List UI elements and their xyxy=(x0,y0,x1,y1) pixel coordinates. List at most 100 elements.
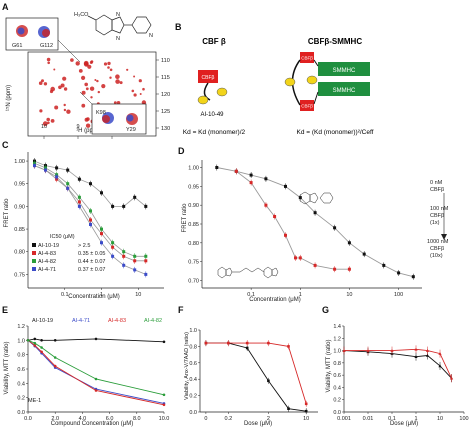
e-point-AI-4-82 xyxy=(53,356,57,359)
eq-left: Kd = Kd (monomer)/2 xyxy=(183,129,246,136)
nmr-peak xyxy=(94,79,97,81)
f-xtick-label: 10 xyxy=(303,416,309,422)
peak-k98-red xyxy=(102,115,110,123)
c-point-AI-10-19 xyxy=(144,204,148,208)
f-ytick-label: 1.0 xyxy=(189,328,197,334)
nmr-peak xyxy=(139,93,142,95)
inset-connector-top xyxy=(57,39,81,63)
nmr-peak xyxy=(54,105,59,110)
nmr-peak xyxy=(109,76,112,79)
smmhc-bar-top xyxy=(318,62,370,76)
d-ann2-line2: CBFβ xyxy=(430,213,444,219)
d-point-red xyxy=(313,263,317,267)
g-ytick-label: 1.0 xyxy=(333,349,341,355)
c-point-AI-4-82 xyxy=(66,182,70,186)
d-point-black xyxy=(347,241,351,245)
nmr-peak xyxy=(142,87,145,91)
nmr-ytick-label: 110 xyxy=(161,58,170,64)
g-point-red xyxy=(438,352,442,355)
c-point-AI-4-71 xyxy=(66,186,70,190)
e-point-AI-10-19 xyxy=(33,337,37,341)
nmr-peak xyxy=(41,79,44,83)
e-xtick-label: 10.0 xyxy=(159,416,170,422)
cbfb-box-left-label: CBFβ xyxy=(202,75,215,81)
d-point-red xyxy=(347,267,351,271)
compound-label: AI-10-49 xyxy=(200,112,224,118)
d-structure-2 xyxy=(217,266,279,279)
g-line-red xyxy=(344,348,452,379)
e-ytick-label: 1.0 xyxy=(17,338,25,344)
d-point-red xyxy=(284,233,287,237)
c-xtick-label: 1 xyxy=(100,292,103,298)
e-xtick-label: 0.0 xyxy=(24,416,32,422)
c-legend-value-1: 0.35 ± 0.05 xyxy=(78,251,105,257)
ligand-right-1 xyxy=(284,77,296,87)
nmr-xtick-label: 9 xyxy=(76,124,79,130)
smmhc-label-bottom: SMMHC xyxy=(333,88,356,94)
g-point-red xyxy=(390,349,394,352)
d-point-black xyxy=(362,252,366,256)
c-legend-marker-3 xyxy=(32,267,36,271)
f-point-red xyxy=(304,402,308,406)
nmr-peak xyxy=(42,121,48,127)
c-point-AI-4-71 xyxy=(111,254,115,258)
nmr-peak xyxy=(81,75,86,80)
c-legend-name-1: AI-4-83 xyxy=(38,251,56,257)
c-legend-value-0: > 2.5 xyxy=(78,243,90,249)
e-point-AI-10-19 xyxy=(94,337,98,341)
nmr-peak xyxy=(83,60,89,66)
f-ytick-label: 0.0 xyxy=(189,410,197,416)
chart-c: 0.75 0.80 0.85 0.90 0.95 1.00 0.1 1 10 xyxy=(14,152,164,298)
d-arrow-head xyxy=(441,234,447,240)
nmr-xtick-label: 10 xyxy=(41,124,47,130)
nmr-peak xyxy=(107,66,110,69)
nmr-peak xyxy=(81,103,86,108)
nmr-y-label: ¹⁵N (ppm) xyxy=(5,85,12,111)
f-point-red xyxy=(204,341,208,345)
e-y-label: Viability, MTT (ratio) xyxy=(4,341,10,394)
c-point-AI-4-71 xyxy=(100,241,103,245)
inset-connector-bottom xyxy=(79,91,93,105)
chart-e: 0.0 0.2 0.4 0.6 0.8 1.0 1.2 0.0 2.0 4.0 6.0 8.0 10.0 xyxy=(17,324,169,422)
d-y-label: FRET ratio xyxy=(182,203,188,233)
c-point-AI-4-71 xyxy=(33,164,36,168)
label-g61: G61 xyxy=(12,43,22,49)
g-xtick-label: 0.001 xyxy=(337,416,351,422)
g-ytick-label: 0.4 xyxy=(333,385,341,391)
nmr-peak xyxy=(131,89,135,93)
c-point-AI-4-71 xyxy=(122,263,126,267)
methoxy-label: H₃CO xyxy=(74,12,89,18)
c-point-AI-4-82 xyxy=(133,254,137,258)
g-ytick-label: 0.2 xyxy=(333,398,341,404)
f-point-red xyxy=(287,345,290,348)
panel-f: 0.0 0.2 0.4 0.6 0.8 1.0 0 0.2 2 10 Viability, Anx… xyxy=(184,328,318,427)
f-point-black xyxy=(287,407,290,410)
c-point-AI-4-83 xyxy=(111,245,115,249)
e-ytick-label: 0.4 xyxy=(17,381,25,387)
eq-right: Kd = (Kd (monomer))²/Ceff xyxy=(296,129,373,136)
nmr-peak xyxy=(138,79,142,83)
panel-c: 0.75 0.80 0.85 0.90 0.95 1.00 0.1 1 10 FRET rati… xyxy=(4,152,164,300)
nmr-peak xyxy=(47,121,50,125)
nmr-ytick-label: 120 xyxy=(161,92,170,98)
n-atom-3: N xyxy=(149,33,153,39)
g-ytick-label: 0.6 xyxy=(333,373,341,379)
nmr-peak xyxy=(96,79,99,83)
nmr-peak xyxy=(97,90,101,94)
nmr-peak xyxy=(66,109,71,114)
f-xtick-label: 0.2 xyxy=(224,416,232,422)
c-point-AI-10-19 xyxy=(89,182,92,186)
f-xtick-label: 0 xyxy=(204,416,207,422)
e-point-AI-4-83 xyxy=(162,403,166,407)
f-point-red xyxy=(267,341,270,345)
linker-left xyxy=(203,82,211,101)
c-legend-marker-1 xyxy=(32,251,36,255)
cbfb-box-right-top xyxy=(300,52,314,63)
structure-ai-10-49 xyxy=(87,14,152,36)
c-point-AI-4-82 xyxy=(77,195,81,199)
c-point-AI-4-82 xyxy=(144,254,148,258)
c-point-AI-4-83 xyxy=(133,259,137,263)
c-point-AI-4-83 xyxy=(122,254,126,258)
e-point-AI-4-83 xyxy=(53,364,57,368)
